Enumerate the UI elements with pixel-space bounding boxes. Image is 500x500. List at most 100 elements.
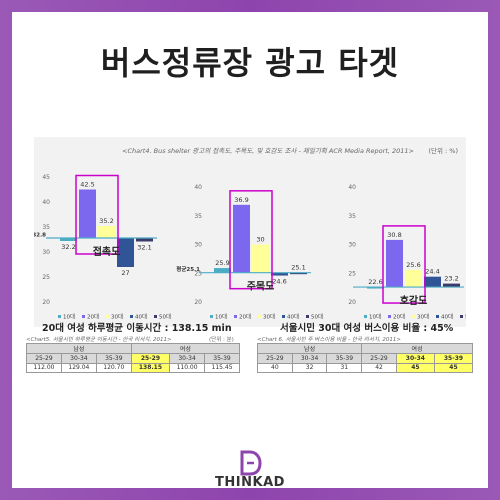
table1: 남성 여성 25-29 30-34 35-39 25-29 30-34 35-39 112.00…: [26, 343, 241, 373]
table-header-cell: 25-29: [130, 353, 171, 364]
table-value-cell: 32: [291, 362, 328, 373]
table1-source: <Chart5. 서울시민 하루평균 이동시간 - 한국 리서치, 2011>: [26, 337, 172, 343]
data-label: 25.1: [291, 264, 305, 272]
table2: 남성 여성 25-29 30-34 35-39 25-29 30-34 35-39 40 32 31…: [256, 343, 474, 373]
table-header-cell: 35-39: [204, 353, 240, 364]
y-tick-label: 20: [194, 299, 202, 306]
legend-swatch: [388, 315, 391, 318]
data-label: 24.4: [425, 268, 439, 276]
table-value-cell: 115.45: [204, 362, 240, 373]
data-label: 32.2: [61, 243, 75, 251]
bar-10대: [60, 238, 77, 241]
bar-30대: [252, 244, 269, 273]
bar-20대: [386, 239, 403, 288]
table-header-cell: 30-34: [169, 353, 206, 364]
legend-swatch: [436, 315, 439, 318]
legend-label: 50대: [159, 313, 171, 321]
y-tick-label: 40: [348, 184, 356, 191]
y-tick-label: 25: [42, 274, 50, 281]
chart-caption: <Chart4. Bus shelter 광고의 접촉도, 주목도, 및 호감도…: [122, 147, 414, 155]
chart-title: 주목도: [247, 281, 275, 293]
infographic-card: 버스정류장 광고 타겟 <Chart4. Bus shelter 광고의 접촉도…: [12, 12, 488, 490]
bar-40대: [424, 276, 441, 288]
table1-heading: 20대 여성 하루평균 이동시간 : 138.15 min: [42, 323, 232, 334]
data-label: 27: [121, 269, 129, 277]
legend-label: 20대: [87, 313, 99, 321]
table-value-cell: 45: [395, 362, 435, 373]
data-label: 36.9: [234, 196, 248, 204]
legend-label: 30대: [417, 313, 429, 321]
data-label: 30: [256, 236, 264, 244]
table-value-cell: 138.15: [130, 362, 171, 373]
legend-label: 20대: [239, 313, 251, 321]
table-value-cell: 129.04: [60, 362, 97, 373]
baseline-label: 평균25.1: [176, 265, 200, 273]
table-header-cell: 35-39: [95, 353, 132, 364]
data-label: 42.5: [80, 181, 94, 189]
table-header-cell: 25-29: [26, 353, 62, 364]
table-value-cell: 45: [433, 362, 474, 373]
legend-swatch: [106, 315, 109, 318]
bar-10대: [214, 268, 231, 273]
y-tick-label: 30: [348, 242, 356, 249]
legend-swatch: [154, 315, 157, 318]
legend-swatch: [306, 315, 309, 318]
legend-swatch: [460, 315, 463, 318]
table-group-male: 남성: [26, 343, 132, 354]
legend-swatch: [258, 315, 261, 318]
y-tick-label: 35: [348, 213, 356, 220]
legend-label: 50대: [465, 313, 466, 321]
table2-heading: 서울시민 30대 여성 버스이용 비율 : 45%: [280, 323, 454, 334]
table-value-cell: 31: [326, 362, 363, 373]
data-label: 32.1: [137, 244, 151, 252]
logo-text: THINKAD: [215, 475, 285, 490]
bar-20대: [233, 204, 250, 273]
bar-50대: [443, 283, 460, 288]
table-header-cell: 35-39: [326, 353, 363, 364]
data-label: 25.9: [215, 259, 229, 267]
legend-label: 30대: [111, 313, 123, 321]
y-tick-label: 35: [42, 224, 50, 231]
highlight-box: [75, 174, 119, 255]
bar-20대: [79, 189, 96, 238]
table-header-cell: 30-34: [60, 353, 97, 364]
chart-panel: <Chart4. Bus shelter 광고의 접촉도, 주목도, 및 호감도…: [34, 137, 466, 327]
legend-label: 40대: [135, 313, 147, 321]
legend-label: 40대: [287, 313, 299, 321]
chart-title: 접촉도: [93, 245, 121, 258]
y-tick-label: 20: [42, 299, 50, 306]
table-header-cell: 25-29: [361, 353, 397, 364]
table-value-cell: 42: [361, 362, 397, 373]
bar-30대: [405, 269, 422, 288]
legend-label: 50대: [311, 313, 323, 321]
y-tick-label: 25: [348, 270, 356, 277]
y-tick-label: 30: [42, 249, 50, 256]
bar-40대: [117, 238, 134, 267]
table-value-cell: 120.70: [95, 362, 132, 373]
data-label: 30.8: [387, 231, 401, 239]
data-label: 24.6: [272, 278, 286, 286]
legend-label: 20대: [393, 313, 405, 321]
legend-swatch: [412, 315, 415, 318]
thinkad-logo-icon: [240, 450, 262, 476]
data-label: 35.2: [99, 217, 113, 225]
table-header-cell: 30-34: [291, 353, 328, 364]
y-tick-label: 40: [194, 184, 202, 191]
table-group-female: 여성: [361, 343, 473, 354]
table-group-male: 남성: [256, 343, 363, 354]
legend-label: 10대: [215, 313, 227, 321]
table-header-cell: 35-39: [433, 353, 474, 364]
chart-title: 호감도: [400, 294, 428, 307]
legend-swatch: [210, 315, 213, 318]
bar-30대: [98, 226, 115, 238]
logo-mark: [12, 450, 488, 480]
legend-swatch: [364, 315, 367, 318]
legend-label: 40대: [441, 313, 453, 321]
table-value-cell: 110.00: [169, 362, 206, 373]
highlight-box: [229, 190, 273, 290]
legend-swatch: [82, 315, 85, 318]
table-header-cell: 25-29: [257, 353, 293, 364]
data-label: 25.6: [406, 261, 420, 269]
y-tick-label: 30: [194, 242, 202, 249]
table1-unit: (단위 : 분): [209, 337, 234, 343]
